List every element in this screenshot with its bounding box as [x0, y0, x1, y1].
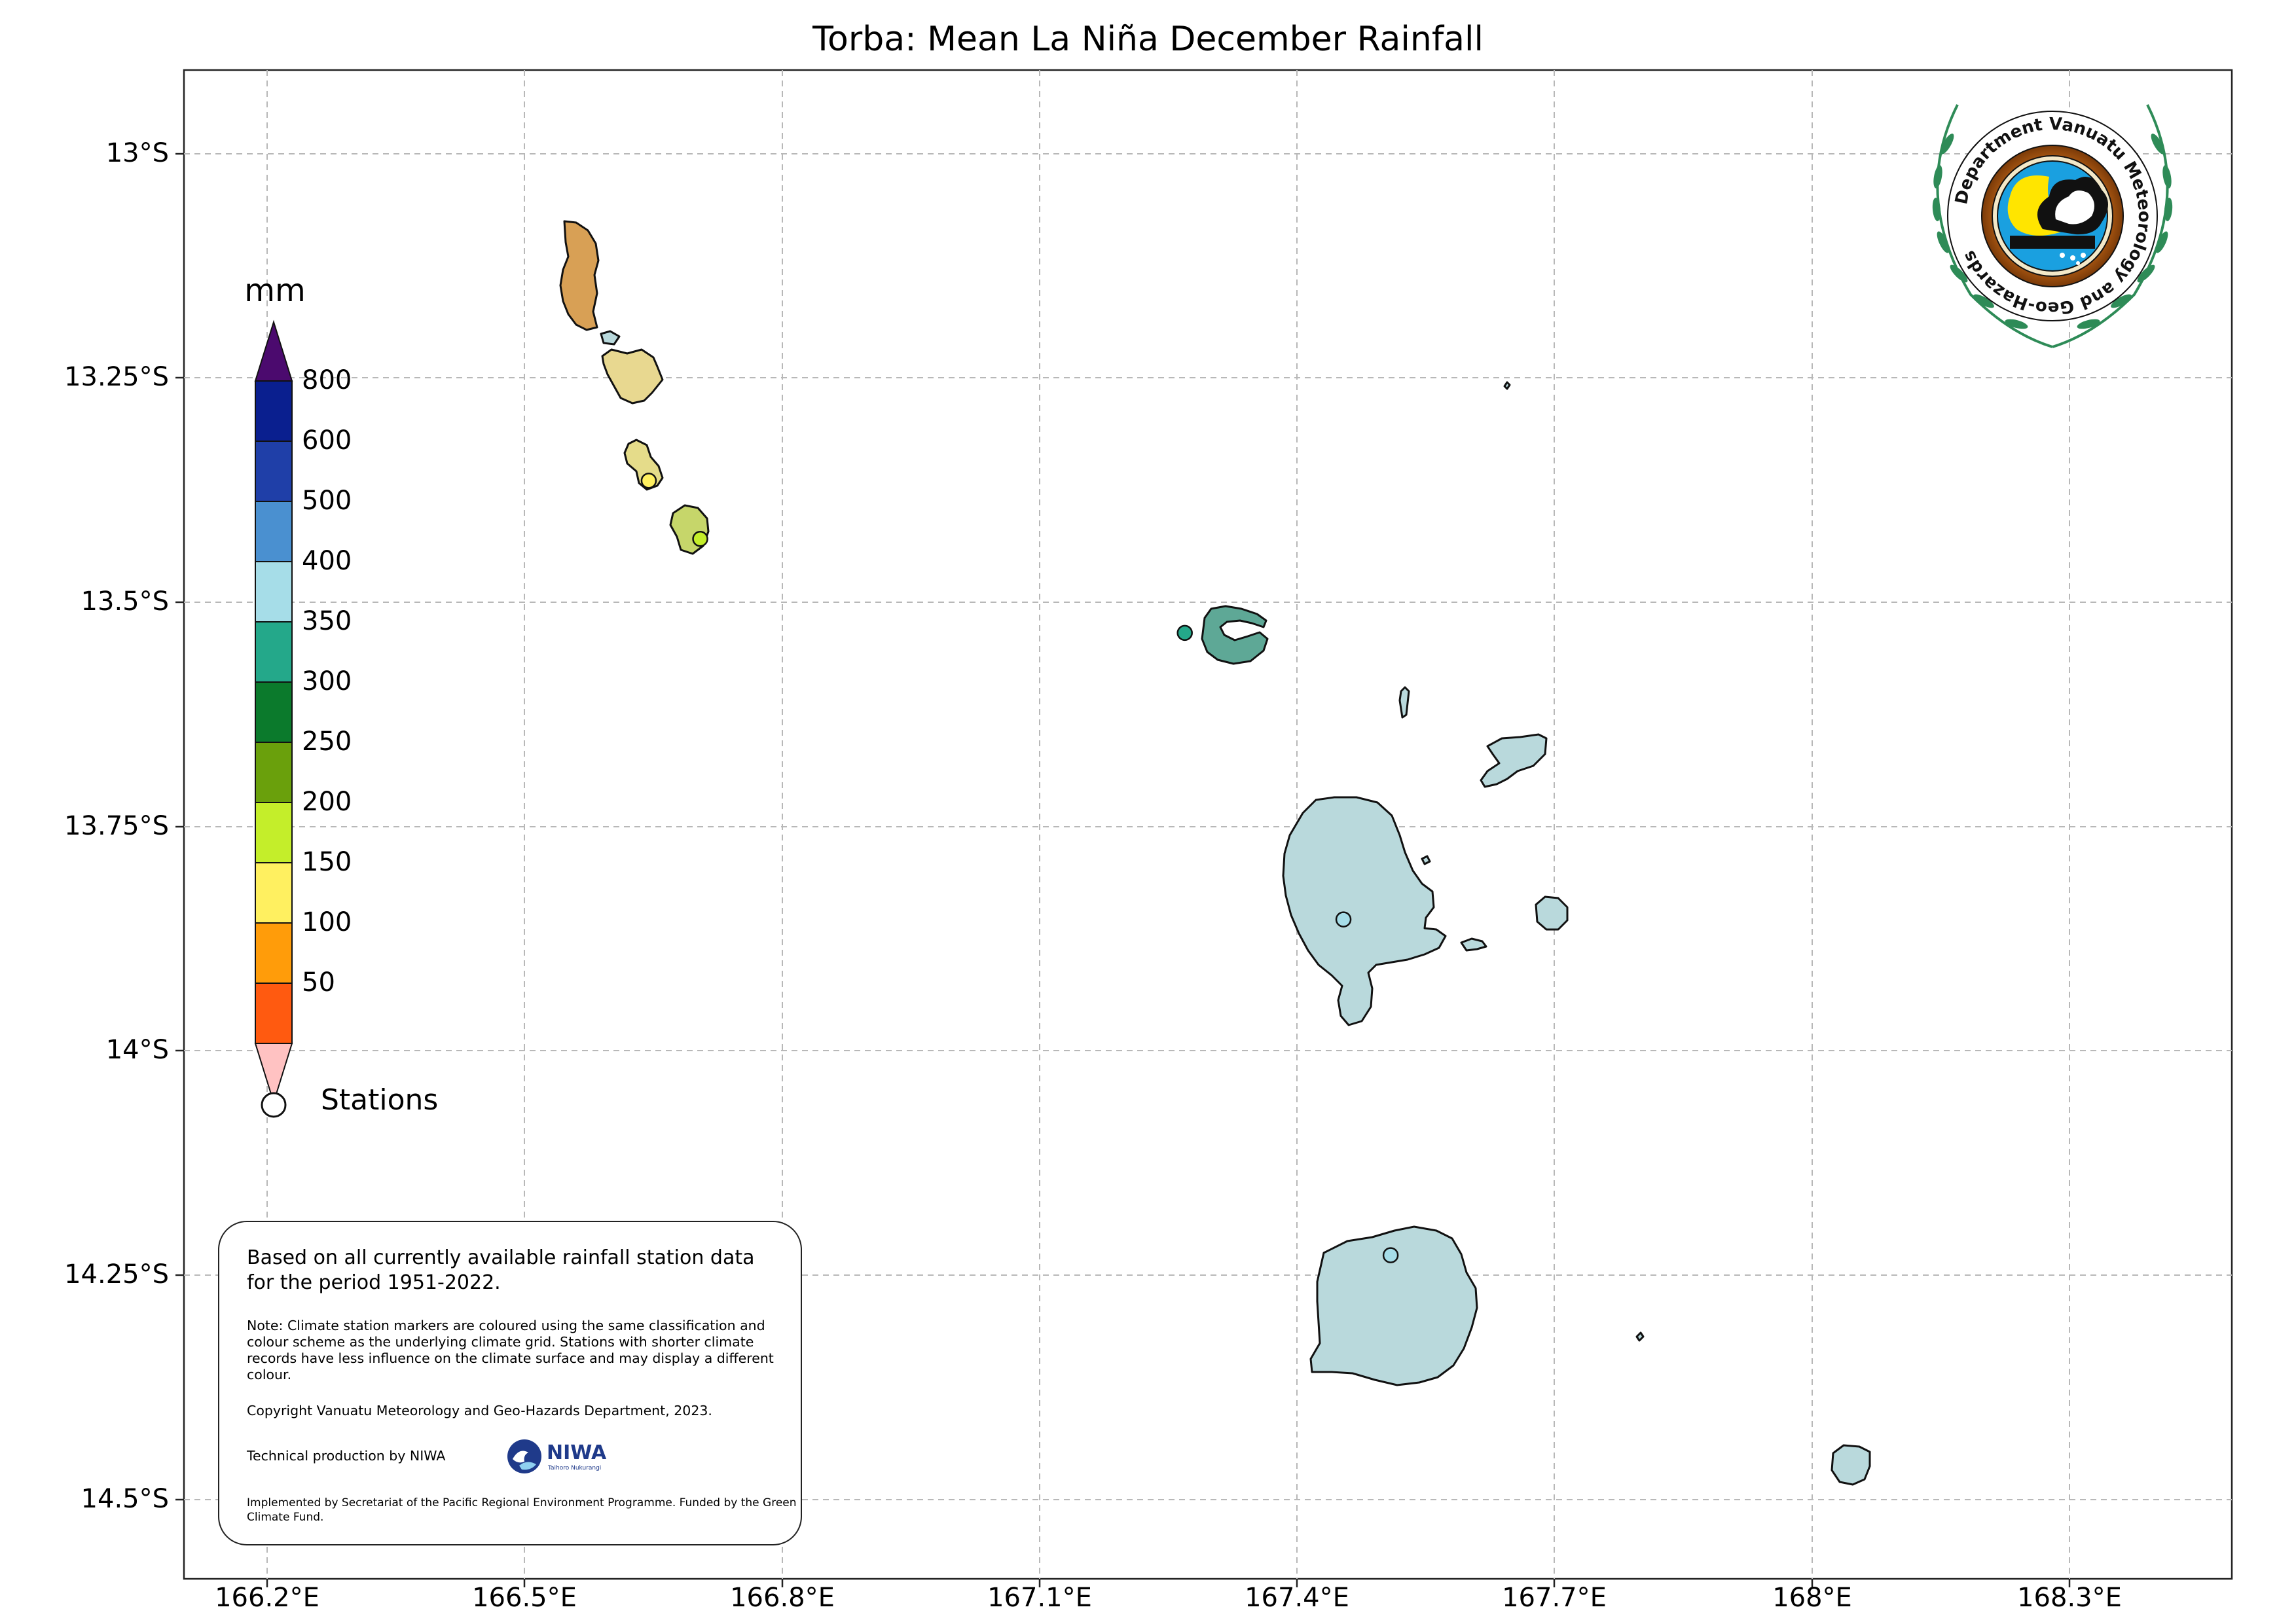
lat-tick-label: 13°S	[105, 138, 169, 168]
colorbar-segment	[255, 862, 293, 924]
station-marker	[1382, 1247, 1399, 1263]
island-vanua-lava	[1282, 796, 1447, 1026]
colorbar-tick-label: 800	[302, 365, 352, 395]
niwa-logo-text: NIWA	[547, 1441, 607, 1464]
station-marker	[692, 530, 708, 547]
colorbar-unit: mm	[244, 272, 306, 309]
island-mota	[1535, 895, 1569, 931]
island-vanua-lava-east	[1460, 937, 1487, 952]
colorbar-tick-label: 150	[302, 847, 352, 877]
colorbar-segment	[255, 802, 293, 863]
niwa-logo: NIWA Taihoro Nukurangi	[507, 1439, 607, 1473]
lon-tick-label: 167.7°E	[1502, 1583, 1607, 1613]
map-title: Torba: Mean La Niña December Rainfall	[812, 20, 1484, 59]
colorbar-tick-label: 200	[302, 787, 352, 817]
island-small-1	[1503, 381, 1511, 390]
island-mota-lava	[1480, 733, 1548, 788]
lon-tick-label: 167.4°E	[1245, 1583, 1349, 1613]
island-gaua	[1309, 1225, 1478, 1386]
colorbar-tick-label: 300	[302, 666, 352, 696]
colorbar-segment	[255, 561, 293, 623]
island-torres-north	[559, 220, 600, 331]
info-technical-text: Technical production by NIWA	[247, 1448, 446, 1464]
lon-tick-label: 166.8°E	[730, 1583, 835, 1613]
colorbar-tick-label: 500	[302, 486, 352, 516]
legend-station-marker	[261, 1092, 287, 1118]
colorbar-segment	[255, 441, 293, 502]
lon-tick-label: 166.2°E	[215, 1583, 319, 1613]
colorbar-tick-label: 50	[302, 967, 335, 998]
colorbar-segment	[255, 681, 293, 743]
colorbar-segment	[255, 621, 293, 683]
island-small-2	[1398, 686, 1410, 719]
lon-tick-label: 168.3°E	[2017, 1583, 2122, 1613]
info-box: Based on all currently available rainfal…	[218, 1221, 802, 1545]
stations	[640, 473, 1399, 1263]
colorbar-tick-label: 600	[302, 425, 352, 456]
lat-tick-label: 13.5°S	[81, 586, 169, 617]
colorbar-tick-label: 400	[302, 546, 352, 576]
colorbar-segment	[255, 922, 293, 984]
lat-tick-label: 13.25°S	[64, 362, 169, 392]
island-torres-mid	[601, 348, 664, 405]
island-small-4	[1635, 1331, 1645, 1342]
info-note-text: Note: Climate station markers are colour…	[247, 1318, 774, 1382]
island-torres-islet	[600, 330, 621, 346]
legend-stations-label: Stations	[321, 1083, 439, 1117]
lat-tick-label: 14°S	[105, 1035, 169, 1065]
info-copyright-text: Copyright Vanuatu Meteorology and Geo-Ha…	[247, 1403, 712, 1418]
lat-tick-label: 14.5°S	[81, 1484, 169, 1514]
station-marker	[1335, 911, 1352, 928]
colorbar-tick-label: 250	[302, 727, 352, 757]
island-merelava	[1831, 1444, 1871, 1486]
colorbar-segment	[255, 380, 293, 442]
tick-marks	[175, 153, 2071, 1587]
lon-tick-label: 168°E	[1772, 1583, 1852, 1613]
colorbar-segment	[255, 501, 293, 562]
info-main-text: Based on all currently available rainfal…	[247, 1246, 755, 1294]
lat-tick-label: 13.75°S	[64, 811, 169, 841]
lon-tick-label: 167.1°E	[987, 1583, 1092, 1613]
station-marker	[1176, 624, 1193, 641]
info-implemented-text: Implemented by Secretariat of the Pacifi…	[247, 1496, 797, 1524]
island-small-3	[1421, 855, 1431, 865]
island-ureparapara	[1201, 605, 1269, 665]
colorbar-segment	[255, 742, 293, 803]
colorbar-tick-label: 350	[302, 606, 352, 636]
niwa-logo-subtext: Taihoro Nukurangi	[547, 1465, 601, 1471]
lat-tick-label: 14.25°S	[64, 1259, 169, 1290]
colorbar-extend-bottom	[254, 1043, 293, 1105]
map-frame	[183, 69, 2233, 1580]
colorbar-segment	[255, 983, 293, 1044]
colorbar-extend-top	[254, 319, 293, 382]
department-logo: Department Vanuatu Meteorology and Geo-H…	[1932, 104, 2173, 348]
lon-tick-label: 166.5°E	[472, 1583, 577, 1613]
station-marker	[640, 473, 657, 489]
colorbar-tick-label: 100	[302, 907, 352, 937]
colorbar	[254, 319, 293, 1105]
